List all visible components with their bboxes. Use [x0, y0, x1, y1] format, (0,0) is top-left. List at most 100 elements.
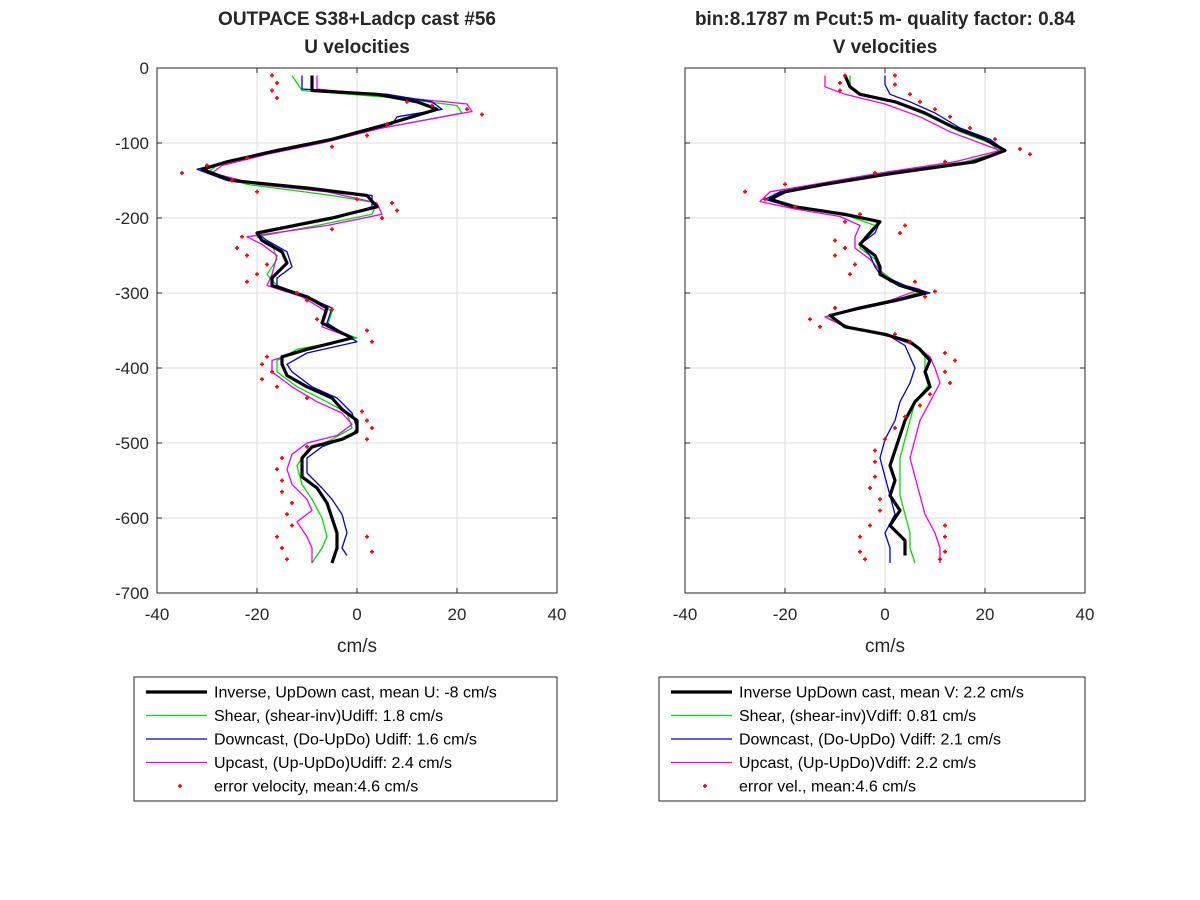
u-error-point	[370, 426, 374, 430]
u-error-point	[255, 189, 259, 194]
v-error-point	[893, 426, 897, 430]
u-xtick-label: -20	[245, 605, 270, 624]
v-error-point	[873, 459, 877, 464]
v-error-point	[993, 137, 997, 142]
v-error-point	[808, 317, 812, 322]
v-error-point	[943, 159, 947, 164]
v-velocity-axes: -40 -20 0 20 40	[673, 67, 1095, 624]
u-error-point	[280, 546, 284, 550]
v-legend-label: Upcast, (Up-UpDo)Vdiff: 2.2 cm/s	[739, 755, 976, 772]
v-xlabel: cm/s	[865, 636, 905, 657]
u-error-point	[330, 307, 334, 312]
u-error-point	[365, 437, 369, 442]
u-error-point	[245, 279, 249, 284]
u-legend: Inverse, UpDown cast, mean U: -8 cm/s She…	[133, 676, 558, 802]
u-velocity-axes: -40 -20 0 20 400-100-200-300-400-500-600-700	[115, 59, 566, 624]
u-error-point	[370, 549, 374, 554]
u-error-point	[255, 272, 259, 277]
u-ytick-label: -200	[115, 209, 149, 228]
v-xtick-label: 20	[976, 605, 995, 624]
v-error-point	[873, 171, 877, 175]
u-error-point	[355, 197, 359, 202]
u-error-point	[275, 467, 279, 472]
right-title-line1: bin:8.1787 m Pcut:5 m- quality factor: 0…	[695, 9, 1076, 30]
u-error-point	[270, 88, 274, 93]
u-error-point	[430, 103, 434, 108]
v-xtick-label: -20	[773, 605, 798, 624]
v-legend-item-error: error vel., mean:4.6 cm/s	[703, 779, 916, 796]
v-error-point	[943, 523, 947, 528]
u-error-point	[315, 317, 319, 322]
u-xtick-label: 20	[448, 605, 467, 624]
u-legend-label: Shear, (shear-inv)Udiff: 1.8 cm/s	[214, 708, 443, 725]
v-error-point	[968, 126, 972, 130]
v-error-point	[933, 107, 937, 112]
v-error-point	[763, 197, 767, 202]
v-error-point	[918, 99, 922, 104]
u-plot-area	[180, 73, 484, 564]
u-error-point	[365, 418, 369, 423]
v-error-point	[893, 332, 897, 337]
v-legend-label: Shear, (shear-inv)Vdiff: 0.81 cm/s	[739, 708, 976, 725]
v-error-point	[948, 114, 952, 119]
u-error-point	[265, 262, 269, 267]
u-error-point	[205, 163, 209, 168]
u-error-point	[365, 133, 369, 138]
u-legend-label: Inverse, UpDown cast, mean U: -8 cm/s	[214, 685, 497, 702]
right-title-line2: V velocities	[833, 37, 938, 58]
v-legend: Inverse UpDown cast, mean V: 2.2 cm/s She…	[658, 676, 1086, 802]
u-upcast-line	[211, 75, 473, 563]
u-legend-item-upcast: Upcast, (Up-UpDo)Udiff: 2.4 cm/s	[146, 755, 452, 772]
v-error-point	[943, 534, 947, 539]
v-upcast-line	[759, 75, 1001, 563]
u-error-point	[275, 534, 279, 539]
v-error-point	[833, 306, 837, 310]
u-ytick-label: -500	[115, 434, 149, 453]
v-error-point	[843, 73, 847, 78]
u-legend-label: error velocity, mean:4.6 cm/s	[214, 779, 418, 796]
v-xtick-label: -40	[673, 605, 698, 624]
v-error-point	[918, 403, 922, 408]
v-legend-item-downcast: Downcast, (Do-UpDo) Vdiff: 2.1 cm/s	[671, 732, 1001, 749]
v-xtick-label: 40	[1076, 605, 1095, 624]
v-error-point	[948, 381, 952, 385]
v-error-point	[873, 474, 877, 479]
v-error-point	[858, 534, 862, 539]
u-error-point	[305, 396, 309, 400]
v-error-point	[943, 549, 947, 554]
u-xtick-label: 0	[352, 605, 361, 624]
u-error-point	[305, 444, 309, 449]
v-error-point	[853, 262, 857, 267]
u-error-point	[260, 362, 264, 367]
v-error-point	[843, 246, 847, 250]
u-error-point	[260, 377, 264, 382]
u-xtick-label: -40	[145, 605, 170, 624]
u-legend-label: Upcast, (Up-UpDo)Udiff: 2.4 cm/s	[214, 755, 452, 772]
u-error-point	[270, 73, 274, 78]
u-error-point	[365, 328, 369, 333]
v-error-point	[933, 289, 937, 294]
v-error-point	[1028, 152, 1032, 157]
v-error-point	[833, 253, 837, 258]
u-error-point	[285, 557, 289, 562]
v-error-point	[843, 219, 847, 224]
v-inverse-line	[768, 74, 1007, 556]
v-error-point	[868, 523, 872, 528]
u-error-point	[290, 501, 294, 505]
u-ytick-label: -600	[115, 509, 149, 528]
u-ytick-label: -300	[115, 284, 149, 303]
v-xtick-label: 0	[880, 605, 889, 624]
u-error-point	[395, 208, 399, 213]
left-title-line2: U velocities	[304, 37, 410, 58]
left-title-line1: OUTPACE S38+Ladcp cast #56	[218, 9, 496, 30]
v-error-point	[878, 497, 882, 502]
u-error-point	[405, 99, 409, 104]
u-error-point	[360, 409, 364, 414]
u-ytick-label: -400	[115, 359, 149, 378]
v-legend-label: Downcast, (Do-UpDo) Vdiff: 2.1 cm/s	[739, 732, 1001, 749]
u-error-point	[275, 384, 279, 389]
u-error-point	[365, 534, 369, 539]
u-ytick-label: -700	[115, 584, 149, 603]
v-error-point	[953, 358, 957, 363]
v-error-point	[908, 92, 912, 97]
